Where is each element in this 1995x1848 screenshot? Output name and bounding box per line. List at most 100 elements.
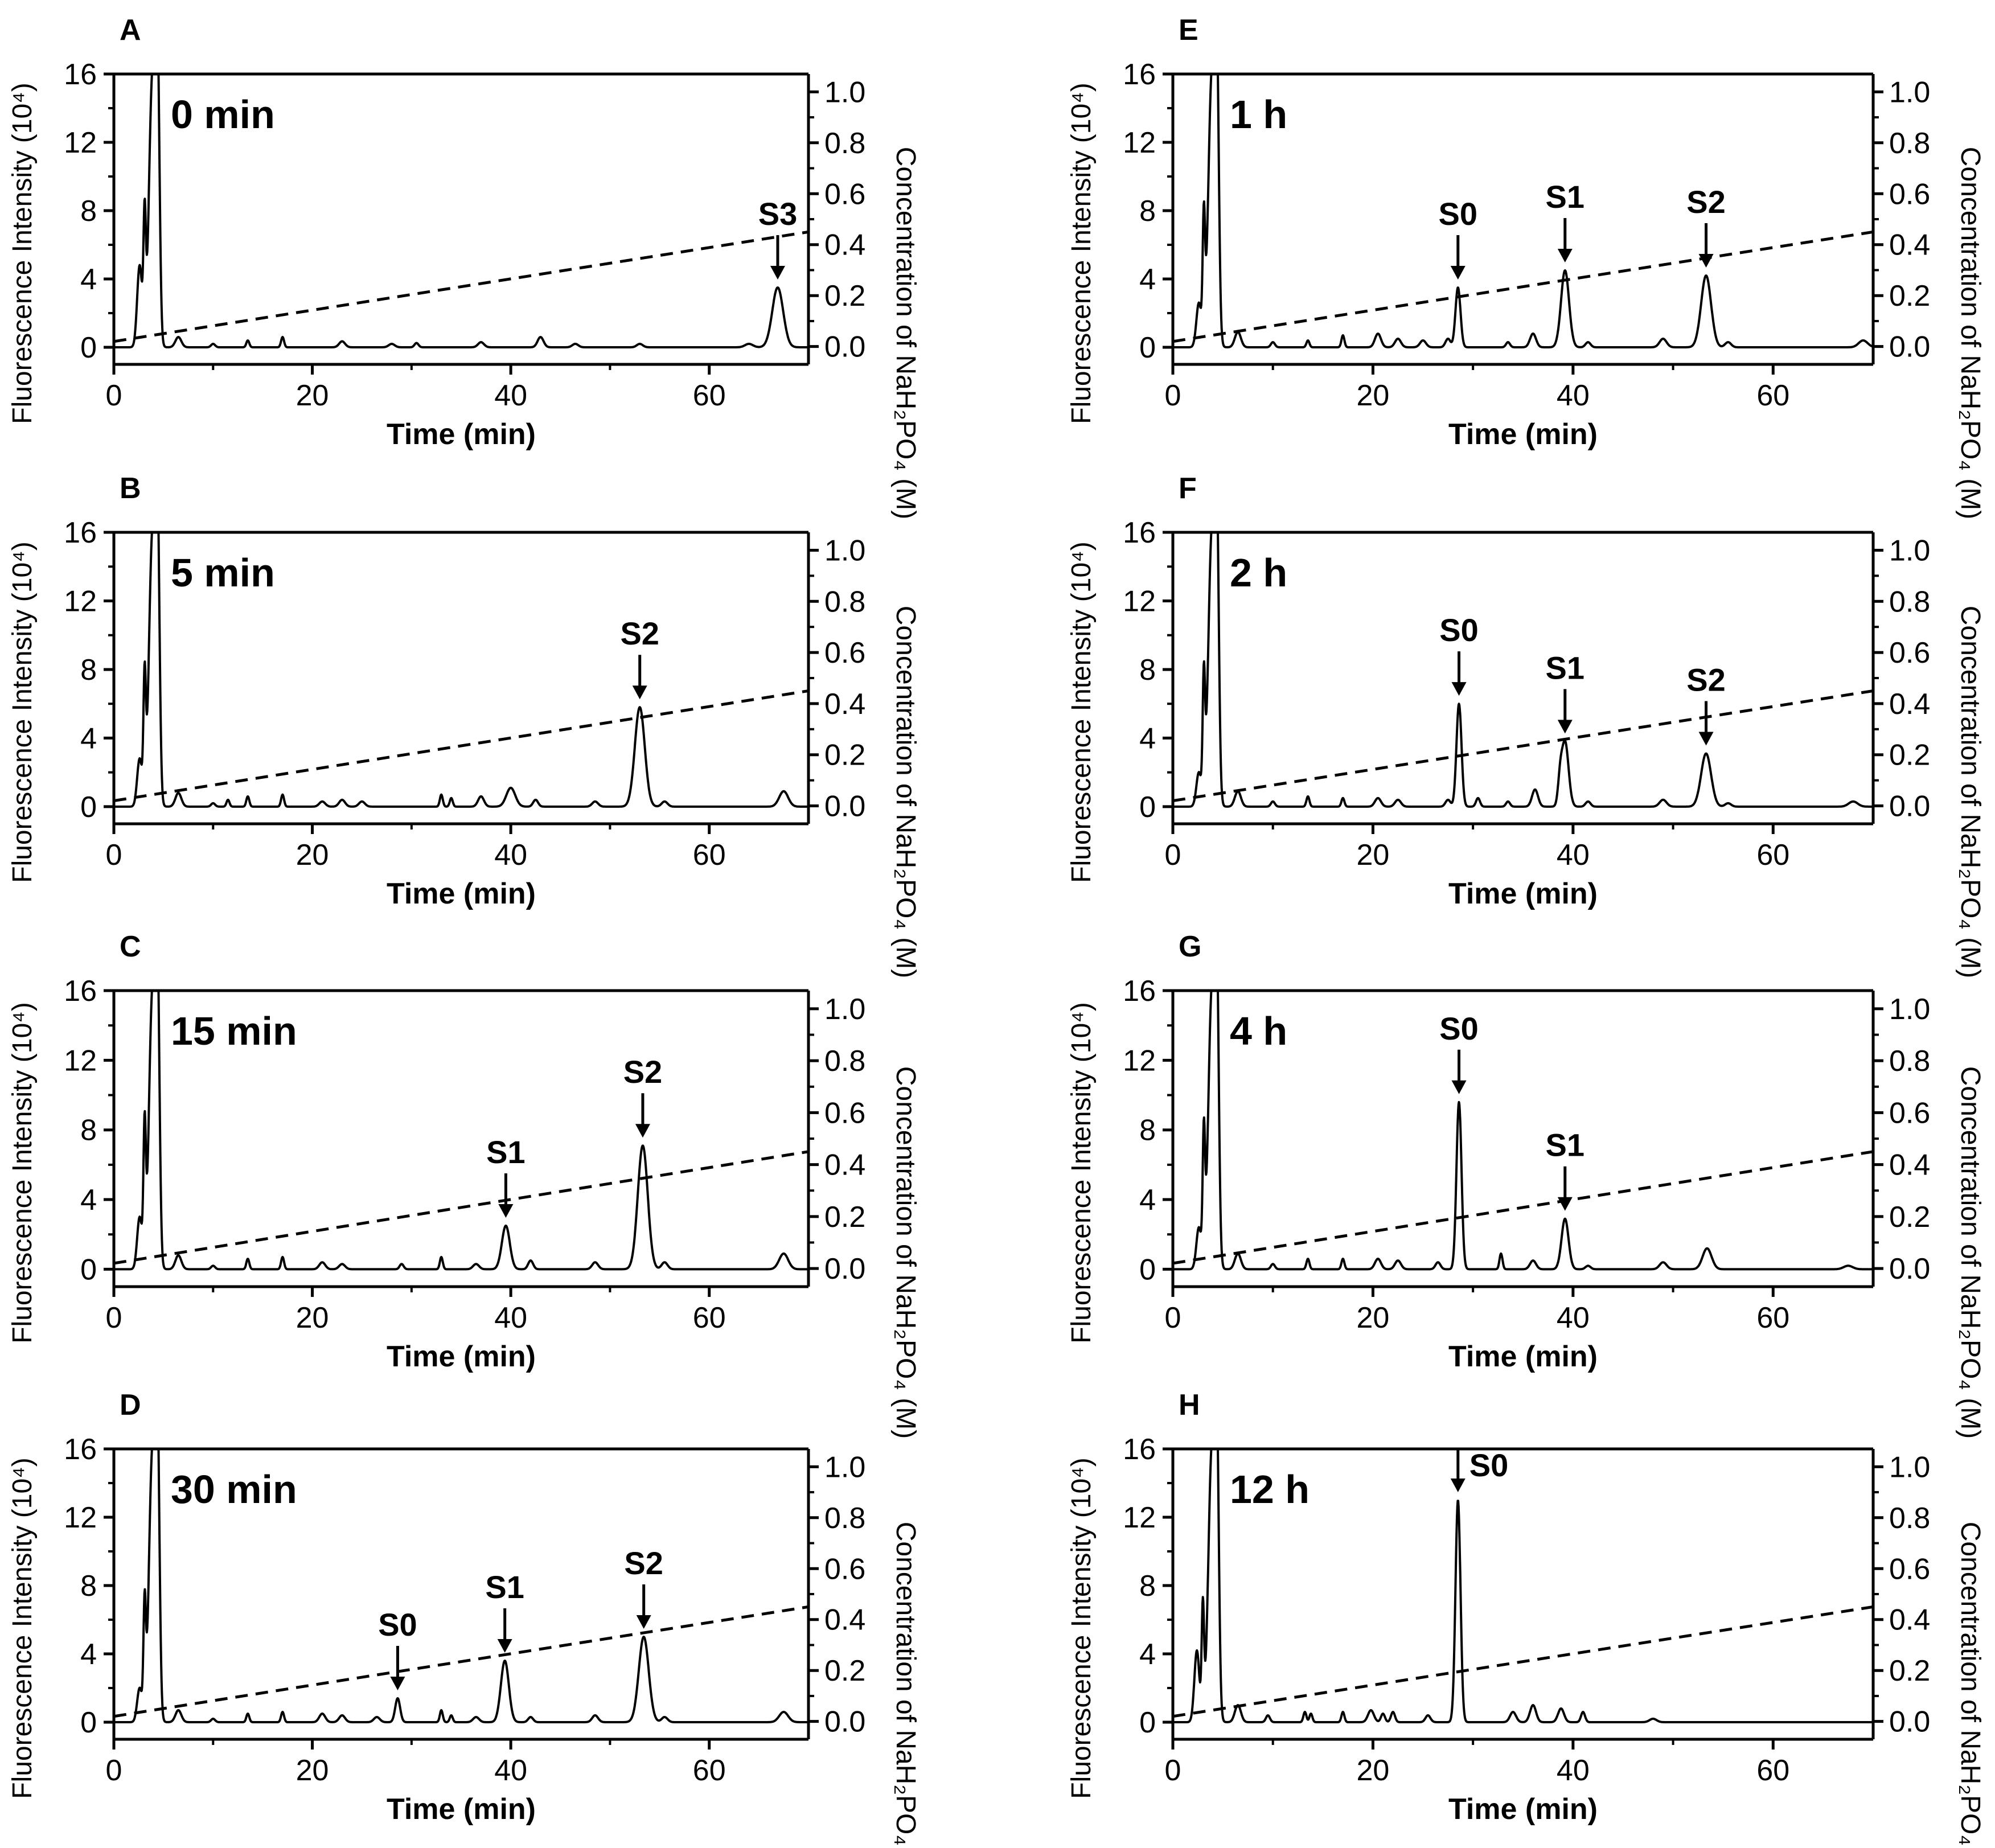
y2-axis-title: Concentration of NaH₂PO₄ (M) <box>890 1066 921 1439</box>
y2-tick-label: 0.6 <box>824 178 865 211</box>
y-axis-title: Fluorescence Intensity (10⁴) <box>7 83 38 424</box>
panel-letter: G <box>1179 930 1201 963</box>
x-axis-title: Time (min) <box>387 418 536 451</box>
chromatogram-trace <box>1173 74 1873 348</box>
panel-e: 0 20 40 60 0 4 8 12 16 0.0 0.2 0.4 0.6 0.8 1.0 Time (mi… <box>1066 14 1985 519</box>
y-tick-label: 8 <box>80 1114 97 1147</box>
x-tick-label: 0 <box>106 1301 122 1334</box>
y2-tick-label: 0.0 <box>1889 1252 1930 1286</box>
y2-axis-title: Concentration of NaH₂PO₄ (M) <box>1955 147 1985 519</box>
y-tick-label: 16 <box>1123 58 1156 91</box>
y-tick-label: 12 <box>64 1501 97 1534</box>
y2-tick-label: 0.0 <box>824 790 865 823</box>
y2-tick-label: 0.6 <box>824 636 865 670</box>
y2-axis-title: Concentration of NaH₂PO₄ (M) <box>890 606 921 978</box>
time-label: 5 min <box>171 551 275 595</box>
y-tick-label: 4 <box>1139 722 1156 755</box>
panel-d: 0 20 40 60 0 4 8 12 16 0.0 0.2 0.4 0.6 0.8 1.0 Time (mi… <box>7 1389 921 1848</box>
x-tick-label: 40 <box>1557 839 1590 872</box>
y-axis-title: Fluorescence Intensity (10⁴) <box>7 1457 38 1799</box>
peak-label: S0 <box>378 1607 417 1642</box>
peak-arrowhead <box>1698 254 1714 268</box>
y2-tick-label: 0.8 <box>1889 1502 1930 1535</box>
y2-tick-label: 0.2 <box>824 280 865 313</box>
peak-arrowhead <box>636 1615 651 1629</box>
x-tick-label: 0 <box>106 839 122 872</box>
y2-axis-title: Concentration of NaH₂PO₄ (M) <box>1955 1522 1985 1848</box>
x-tick-label: 20 <box>1357 1301 1390 1334</box>
x-tick-label: 60 <box>1756 379 1789 412</box>
x-tick-label: 60 <box>1756 1754 1789 1787</box>
y-tick-label: 0 <box>1139 1253 1156 1286</box>
y2-axis-title: Concentration of NaH₂PO₄ (M) <box>890 1522 921 1848</box>
panel-letter: B <box>120 472 141 505</box>
y-tick-label: 12 <box>1123 1501 1156 1534</box>
y-axis-title: Fluorescence Intensity (10⁴) <box>1066 83 1097 424</box>
x-tick-label: 60 <box>693 379 726 412</box>
gradient-line <box>114 1150 808 1265</box>
y-tick-label: 16 <box>64 975 97 1008</box>
y2-tick-label: 0.4 <box>824 1149 865 1182</box>
y2-tick-label: 1.0 <box>1889 534 1930 567</box>
y-tick-label: 8 <box>80 195 97 228</box>
y-tick-label: 16 <box>1123 1433 1156 1466</box>
y2-tick-label: 1.0 <box>824 1451 865 1484</box>
peak-label: S1 <box>486 1134 526 1170</box>
y2-tick-label: 0.2 <box>824 739 865 772</box>
y2-tick-label: 0.6 <box>1889 178 1930 211</box>
y2-tick-label: 0.2 <box>1889 1654 1930 1687</box>
y2-tick-label: 0.8 <box>1889 585 1930 618</box>
time-label: 0 min <box>171 92 275 137</box>
y2-tick-label: 0.6 <box>1889 636 1930 670</box>
y2-tick-label: 0.8 <box>824 585 865 618</box>
y2-tick-label: 0.4 <box>1889 1149 1930 1182</box>
x-tick-label: 40 <box>494 1754 527 1787</box>
gradient-line <box>114 689 808 803</box>
peak-arrowhead <box>635 1124 650 1138</box>
panel-letter: D <box>120 1389 141 1422</box>
chromatogram-trace <box>1173 532 1873 808</box>
y2-tick-label: 0.8 <box>824 1045 865 1078</box>
y2-tick-label: 0.2 <box>824 1201 865 1234</box>
x-tick-label: 60 <box>693 1754 726 1787</box>
y-tick-label: 16 <box>1123 975 1156 1008</box>
y2-tick-label: 0.4 <box>824 688 865 721</box>
x-tick-label: 20 <box>296 1754 329 1787</box>
panel-f: 0 20 40 60 0 4 8 12 16 0.0 0.2 0.4 0.6 0.8 1.0 Time (mi… <box>1066 472 1985 978</box>
x-tick-label: 0 <box>1165 379 1181 412</box>
y2-tick-label: 1.0 <box>824 76 865 109</box>
chromatogram-trace <box>1173 991 1873 1271</box>
chromatogram-trace <box>114 74 808 348</box>
peak-label: S3 <box>758 196 798 232</box>
panel-letter: C <box>120 930 141 963</box>
y2-tick-label: 0.6 <box>824 1553 865 1586</box>
peak-arrowhead <box>632 685 647 700</box>
y2-tick-label: 0.2 <box>1889 1201 1930 1234</box>
y-tick-label: 16 <box>64 1433 97 1466</box>
peak-label: S2 <box>1686 184 1726 220</box>
peak-label: S1 <box>1546 1127 1585 1163</box>
peak-label: S0 <box>1439 196 1478 232</box>
time-label: 2 h <box>1230 551 1287 595</box>
y2-tick-label: 0.0 <box>1889 1706 1930 1739</box>
x-tick-label: 40 <box>494 379 527 412</box>
x-tick-label: 40 <box>1557 1754 1590 1787</box>
panel-letter: A <box>120 14 141 47</box>
x-tick-label: 0 <box>106 379 122 412</box>
time-label: 12 h <box>1230 1467 1310 1512</box>
y-tick-label: 0 <box>1139 1706 1156 1739</box>
y-tick-label: 0 <box>1139 331 1156 364</box>
y-tick-label: 0 <box>80 331 97 364</box>
chromatogram-trace <box>114 991 808 1271</box>
y-axis-title: Fluorescence Intensity (10⁴) <box>1066 541 1097 883</box>
peak-label: S0 <box>1439 612 1479 648</box>
x-axis-title: Time (min) <box>1448 877 1598 910</box>
x-tick-label: 20 <box>296 839 329 872</box>
time-label: 1 h <box>1230 92 1287 137</box>
y-tick-label: 8 <box>80 1570 97 1603</box>
y-tick-label: 4 <box>1139 1184 1156 1217</box>
y2-tick-label: 0.0 <box>1889 790 1930 823</box>
y2-tick-label: 0.6 <box>1889 1097 1930 1130</box>
peak-label: S2 <box>624 1545 663 1581</box>
y-tick-label: 12 <box>64 585 97 618</box>
